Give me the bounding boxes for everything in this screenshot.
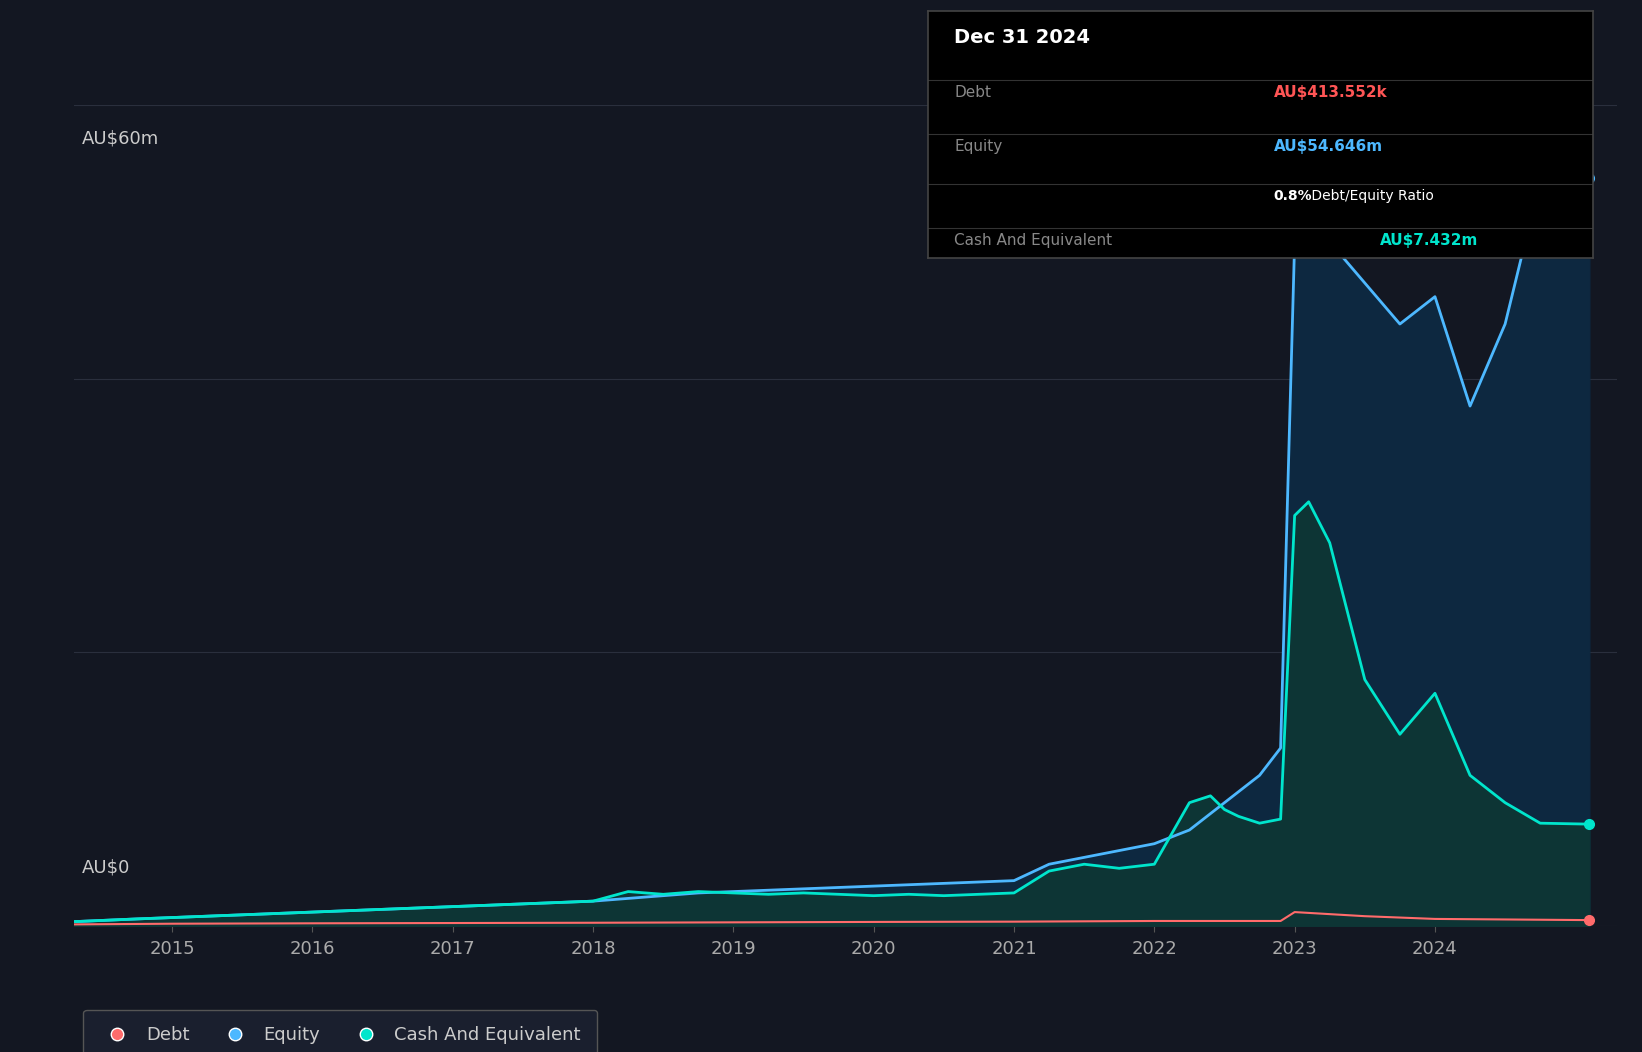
Text: Debt/Equity Ratio: Debt/Equity Ratio: [1307, 188, 1433, 203]
Text: Equity: Equity: [954, 139, 1003, 154]
Text: AU$0: AU$0: [82, 858, 130, 876]
Text: Cash And Equivalent: Cash And Equivalent: [954, 234, 1113, 248]
Text: Dec 31 2024: Dec 31 2024: [954, 27, 1090, 47]
Text: AU$60m: AU$60m: [82, 129, 159, 148]
Text: 0.8%: 0.8%: [1274, 188, 1312, 203]
Text: AU$54.646m: AU$54.646m: [1274, 139, 1383, 154]
Legend: Debt, Equity, Cash And Equivalent: Debt, Equity, Cash And Equivalent: [82, 1010, 598, 1052]
Text: AU$413.552k: AU$413.552k: [1274, 85, 1387, 100]
Text: AU$7.432m: AU$7.432m: [1379, 234, 1478, 248]
Text: Debt: Debt: [954, 85, 992, 100]
